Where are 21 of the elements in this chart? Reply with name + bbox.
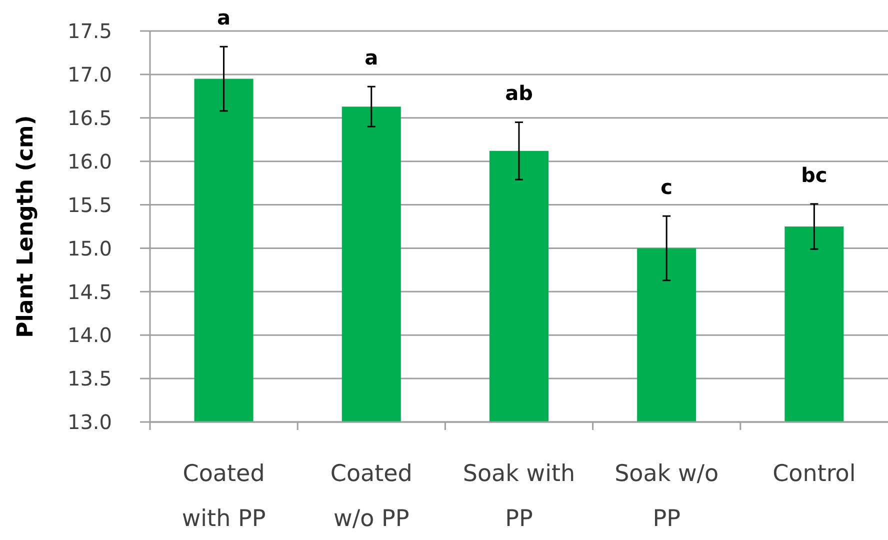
- annotation: a: [364, 46, 378, 70]
- annotation: bc: [801, 162, 828, 187]
- y-tick-label: 17.5: [67, 19, 112, 44]
- x-tick-label: Coated w/o PP: [330, 461, 412, 532]
- annotation: c: [660, 175, 673, 200]
- y-tick-label: 16.5: [67, 106, 112, 130]
- y-tick-label: 15.5: [67, 192, 112, 217]
- y-tick-label: 14.0: [67, 323, 112, 348]
- annotation: a: [217, 6, 231, 30]
- y-tick-label: 15.0: [67, 236, 112, 260]
- annotation: ab: [505, 81, 533, 106]
- y-axis-title: Plant Length (cm): [14, 115, 38, 338]
- y-tick-label: 16.0: [67, 149, 112, 174]
- x-tick-label: Control: [772, 461, 856, 487]
- x-tick-label: Coated with PP: [182, 461, 266, 532]
- y-tick-label: 17.0: [67, 62, 112, 87]
- x-tick-label: Soak with PP: [462, 461, 576, 532]
- y-tick-label: 13.0: [67, 410, 112, 434]
- y-tick-label: 13.5: [67, 366, 112, 391]
- y-tick-label: 14.5: [67, 280, 112, 304]
- x-tick-label: Soak w/o PP: [614, 461, 719, 532]
